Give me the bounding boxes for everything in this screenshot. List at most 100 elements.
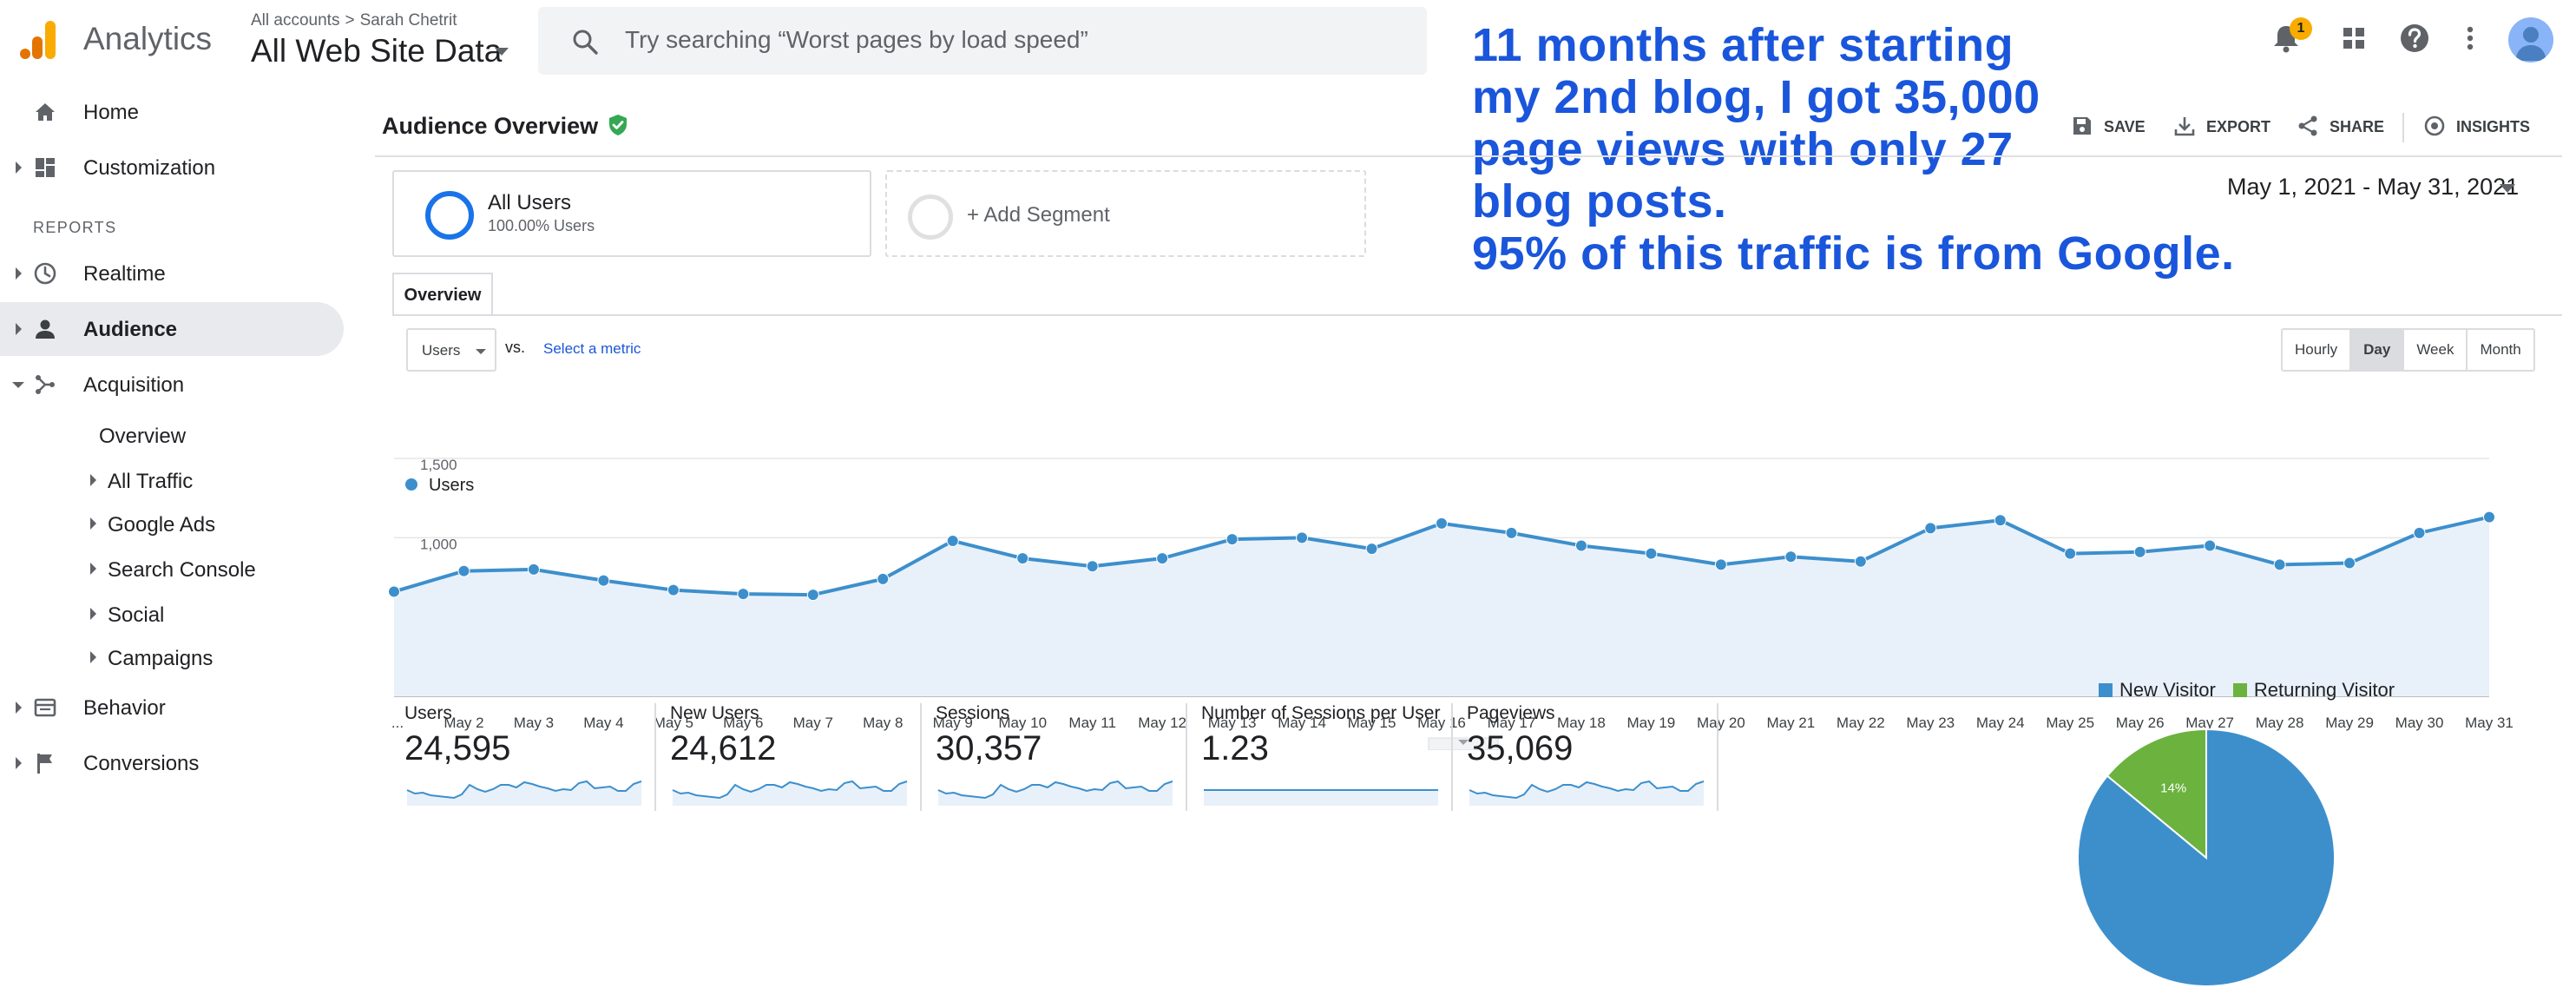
sparkline-line [937,780,1173,800]
search-input[interactable] [625,23,1389,57]
granularity-month-button[interactable]: Month [2480,341,2521,358]
sidebar-item-home[interactable]: Home [0,85,344,139]
sidebar-subitem-campaigns[interactable]: Campaigns [0,636,330,679]
data-point [1994,514,2007,527]
legend-returning-visitor[interactable]: Returning Visitor [2232,679,2395,701]
share-button[interactable]: SHARE [2297,115,2385,141]
scorecard-users[interactable]: Users 24,595 [404,703,665,825]
tab-overview[interactable]: Overview [392,273,493,316]
sidebar-subitem-social[interactable]: Social [0,592,330,636]
scorecard-label: Users [404,703,452,723]
sparkline-line [406,780,642,800]
sidebar-subitem-all-traffic[interactable]: All Traffic [0,458,330,502]
segment-name: All Users [488,191,572,214]
scorecard-divider [654,703,656,811]
data-point [1924,522,1937,535]
granularity-day-button[interactable]: Day [2351,330,2405,370]
chevron-down-icon [476,349,486,354]
caret-right-icon [16,267,22,280]
analytics-logo[interactable] [19,19,57,61]
sparkline-area [938,781,1173,806]
export-button[interactable]: EXPORT [2173,115,2270,141]
x-tick-label: May 19 [1627,715,1676,731]
scorecard-sessions[interactable]: Sessions 30,357 [936,703,1196,825]
header-divider [375,155,2562,157]
add-segment-button[interactable]: + Add Segment [885,170,1366,257]
data-point [1365,543,1378,556]
x-tick-label: May 17 [1488,715,1536,731]
scorecard-label: Sessions [936,703,1010,723]
legend-swatch [2099,683,2113,697]
sidebar-item-conversions[interactable]: Conversions [0,736,344,790]
account-breadcrumb[interactable]: All accounts > Sarah Chetrit [251,11,457,30]
legend-swatch [2232,683,2247,697]
metric-dropdown[interactable]: Users [406,328,496,372]
caret-right-icon [90,651,96,663]
select-metric-link[interactable]: Select a metric [543,340,641,357]
apps-grid-icon[interactable] [2335,19,2373,57]
x-tick-label: May 9 [933,715,973,731]
scorecard-new-users[interactable]: New Users 24,612 [670,703,930,825]
scorecard-pageviews[interactable]: Pageviews 35,069 [1467,703,1727,825]
insights-label: INSIGHTS [2456,118,2531,135]
sidebar-item-label: Home [83,101,140,124]
caret-right-icon [90,563,96,575]
behavior-icon [34,698,56,717]
notification-badge: 1 [2290,17,2312,40]
data-point [1156,552,1169,565]
x-tick-label: May 3 [514,715,554,731]
help-icon[interactable] [2395,19,2434,57]
data-point [2133,545,2146,558]
legend-label: New Visitor [2119,679,2216,701]
view-selector[interactable]: All Web Site Data [251,33,503,69]
segment-card[interactable]: All Users 100.00% Users [392,170,871,257]
sidebar-item-behavior[interactable]: Behavior [0,681,344,734]
sidebar-subitem-label: Overview [99,425,187,448]
avatar[interactable] [2508,17,2553,63]
sparkline-area [407,781,641,806]
granularity-week-button[interactable]: Week [2404,330,2468,370]
sidebar: Home Customization REPORTS Realtime Audi… [0,82,356,820]
caret-right-icon [16,757,22,769]
breadcrumb-root: All accounts [251,11,340,30]
granularity-toggle: Hourly Day Week Month [2281,328,2535,372]
data-point [1854,555,1867,568]
sidebar-item-realtime[interactable]: Realtime [0,247,344,300]
sidebar-subitem-overview[interactable]: Overview [0,413,330,457]
sidebar-item-label: Behavior [83,696,166,720]
insights-button[interactable]: INSIGHTS [2423,115,2536,141]
sidebar-subitem-label: Social [108,603,165,627]
sidebar-item-acquisition[interactable]: Acquisition [0,358,344,412]
chevron-down-icon[interactable] [2500,184,2515,193]
granularity-hourly-button[interactable]: Hourly [2283,330,2352,370]
more-vert-icon[interactable] [2451,19,2489,57]
sidebar-subitem-google-ads[interactable]: Google Ads [0,502,330,545]
sidebar-item-customization[interactable]: Customization [0,141,344,194]
scorecard-label: Pageviews [1467,703,1555,723]
data-point [457,564,470,577]
date-range-picker[interactable]: May 1, 2021 - May 31, 2021 [2227,174,2520,200]
x-tick-label: May 5 [654,715,693,731]
search-bar[interactable] [538,7,1427,75]
series-area [394,517,2489,696]
data-point [527,563,540,576]
sparkline-flat [1204,789,1438,806]
toolbar-divider [2402,113,2404,142]
legend-new-visitor[interactable]: New Visitor [2099,679,2216,701]
save-button[interactable]: SAVE [2071,115,2146,141]
scorecard-label: New Users [670,703,759,723]
scorecard-divider [1186,703,1187,811]
data-point [1016,552,1029,565]
sidebar-subitem-search-console[interactable]: Search Console [0,547,330,590]
sidebar-item-label: Acquisition [83,373,185,397]
y-tick-label: 1,000 [420,536,457,552]
data-point [1645,547,1658,560]
sidebar-item-audience[interactable]: Audience [0,302,344,356]
breadcrumb-separator: > [345,11,355,30]
scorecard-sessions-per-user[interactable]: Number of Sessions per User 1.23 [1201,703,1462,825]
chevron-down-icon[interactable] [495,48,509,56]
share-label: SHARE [2330,118,2385,135]
x-tick-label: May 8 [863,715,903,731]
data-point [806,589,819,602]
sparkline [1469,780,1705,806]
